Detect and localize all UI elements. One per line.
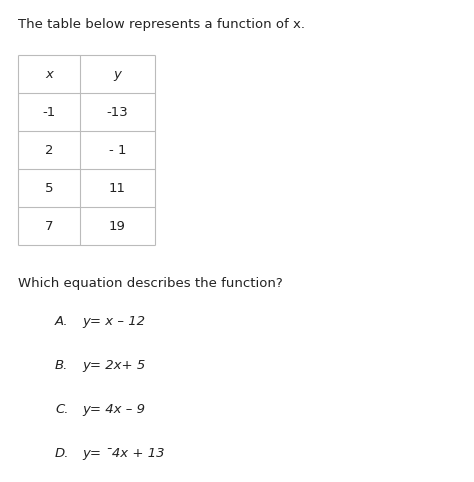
Text: -1: -1 xyxy=(42,106,55,119)
Text: 5: 5 xyxy=(45,182,53,195)
Text: 2: 2 xyxy=(45,144,53,157)
Text: 11: 11 xyxy=(109,182,126,195)
Text: y: y xyxy=(114,67,121,80)
Text: 19: 19 xyxy=(109,219,126,232)
Text: 7: 7 xyxy=(45,219,53,232)
Text: y= 4x – 9: y= 4x – 9 xyxy=(82,403,145,416)
Text: - 1: - 1 xyxy=(109,144,126,157)
Text: The table below represents a function of x.: The table below represents a function of… xyxy=(18,18,305,31)
Text: D.: D. xyxy=(55,447,70,460)
Text: y= ¯4x + 13: y= ¯4x + 13 xyxy=(82,447,164,460)
Text: Which equation describes the function?: Which equation describes the function? xyxy=(18,277,283,290)
Text: y= 2x+ 5: y= 2x+ 5 xyxy=(82,359,145,372)
Text: y= x – 12: y= x – 12 xyxy=(82,315,145,328)
Text: A.: A. xyxy=(55,315,69,328)
Text: x: x xyxy=(45,67,53,80)
Text: B.: B. xyxy=(55,359,68,372)
Text: C.: C. xyxy=(55,403,69,416)
Text: -13: -13 xyxy=(107,106,128,119)
